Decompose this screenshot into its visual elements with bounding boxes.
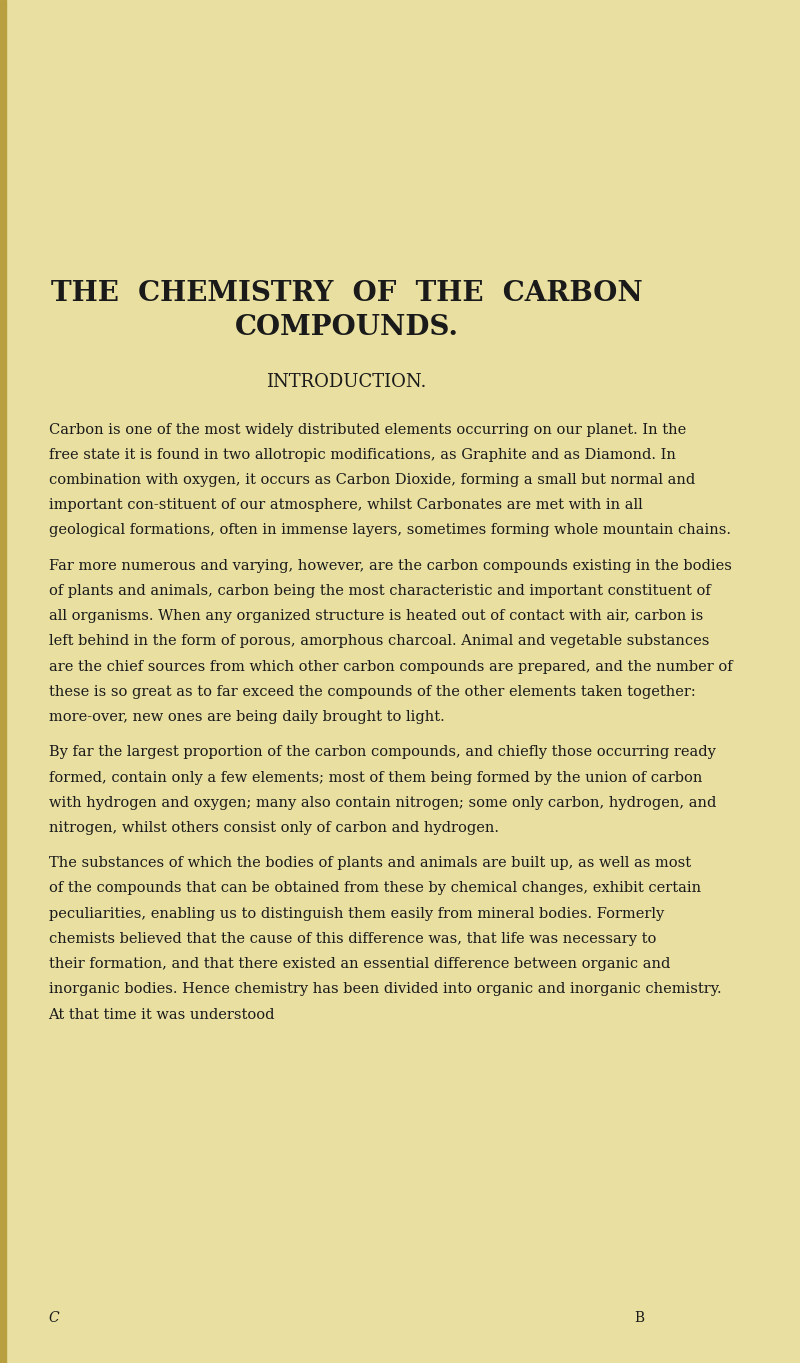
- Text: By far the largest proportion of the carbon compounds, and chiefly those occurri: By far the largest proportion of the car…: [49, 746, 715, 759]
- Text: more-over, new ones are being daily brought to light.: more-over, new ones are being daily brou…: [49, 710, 444, 724]
- Text: B: B: [634, 1311, 645, 1325]
- Text: inorganic bodies. Hence chemistry has been divided into organic and inorganic ch: inorganic bodies. Hence chemistry has be…: [49, 983, 721, 996]
- Text: THE  CHEMISTRY  OF  THE  CARBON: THE CHEMISTRY OF THE CARBON: [50, 279, 642, 307]
- Text: these is so great as to far exceed the compounds of the other elements taken tog: these is so great as to far exceed the c…: [49, 684, 695, 699]
- Text: COMPOUNDS.: COMPOUNDS.: [234, 313, 458, 341]
- Text: their formation, and that there existed an essential difference between organic : their formation, and that there existed …: [49, 957, 670, 970]
- Text: free state it is found in two allotropic modifications, as Graphite and as Diamo: free state it is found in two allotropic…: [49, 448, 675, 462]
- Text: peculiarities, enabling us to distinguish them easily from mineral bodies. Forme: peculiarities, enabling us to distinguis…: [49, 906, 664, 920]
- Text: nitrogen, whilst others consist only of carbon and hydrogen.: nitrogen, whilst others consist only of …: [49, 821, 498, 836]
- Text: C: C: [49, 1311, 59, 1325]
- Text: of plants and animals, carbon being the most characteristic and important consti: of plants and animals, carbon being the …: [49, 583, 710, 598]
- Text: chemists believed that the cause of this difference was, that life was necessary: chemists believed that the cause of this…: [49, 932, 656, 946]
- Bar: [0, 0, 6, 1363]
- Text: with hydrogen and oxygen; many also contain nitrogen; some only carbon, hydrogen: with hydrogen and oxygen; many also cont…: [49, 796, 716, 810]
- Text: INTRODUCTION.: INTRODUCTION.: [266, 372, 426, 391]
- Text: combination with oxygen, it occurs as Carbon Dioxide, forming a small but normal: combination with oxygen, it occurs as Ca…: [49, 473, 694, 487]
- Text: are the chief sources from which other carbon compounds are prepared, and the nu: are the chief sources from which other c…: [49, 660, 732, 673]
- Text: At that time it was understood: At that time it was understood: [49, 1007, 275, 1021]
- Text: of the compounds that can be obtained from these by chemical changes, exhibit ce: of the compounds that can be obtained fr…: [49, 882, 701, 895]
- Text: Far more numerous and varying, however, are the carbon compounds existing in the: Far more numerous and varying, however, …: [49, 559, 731, 572]
- Text: important con-stituent of our atmosphere, whilst Carbonates are met with in all: important con-stituent of our atmosphere…: [49, 497, 642, 512]
- Text: Carbon is one of the most widely distributed elements occurring on our planet. I: Carbon is one of the most widely distrib…: [49, 423, 686, 436]
- Text: left behind in the form of porous, amorphous charcoal. Animal and vegetable subs: left behind in the form of porous, amorp…: [49, 634, 709, 649]
- Text: all organisms. When any organized structure is heated out of contact with air, c: all organisms. When any organized struct…: [49, 609, 702, 623]
- Text: formed, contain only a few elements; most of them being formed by the union of c: formed, contain only a few elements; mos…: [49, 770, 702, 785]
- Text: The substances of which the bodies of plants and animals are built up, as well a: The substances of which the bodies of pl…: [49, 856, 690, 870]
- Text: geological formations, often in immense layers, sometimes forming whole mountain: geological formations, often in immense …: [49, 523, 730, 537]
